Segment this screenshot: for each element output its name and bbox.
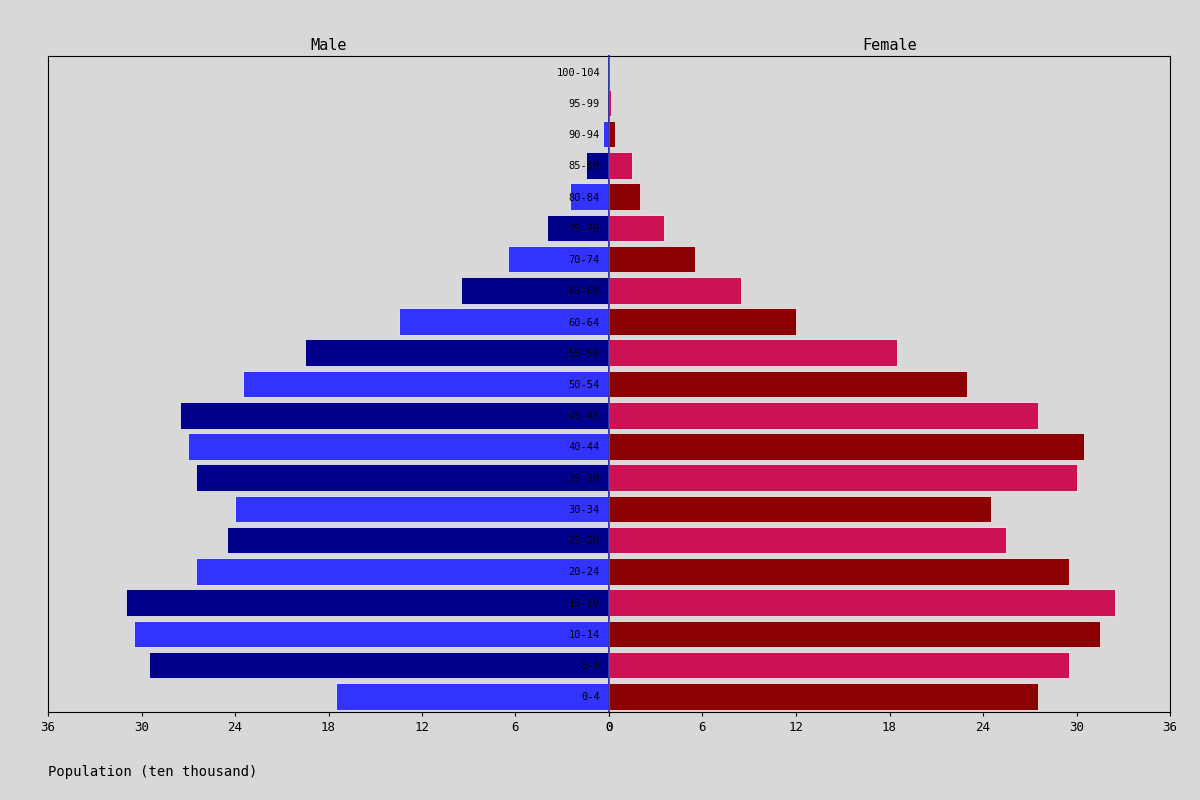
Bar: [607, 90, 608, 116]
Bar: [398, 308, 608, 335]
Bar: [608, 183, 640, 210]
Bar: [608, 434, 1085, 460]
Bar: [227, 527, 608, 554]
Bar: [586, 152, 608, 178]
Bar: [608, 277, 742, 303]
Bar: [235, 496, 608, 522]
Bar: [608, 308, 796, 335]
Bar: [149, 652, 608, 678]
Title: Male: Male: [311, 38, 347, 54]
Text: Population (ten thousand): Population (ten thousand): [48, 765, 257, 779]
Bar: [608, 652, 1069, 678]
Bar: [547, 214, 608, 241]
Bar: [608, 246, 695, 272]
Bar: [305, 339, 608, 366]
Bar: [608, 152, 632, 178]
Title: Female: Female: [862, 38, 917, 54]
Bar: [461, 277, 608, 303]
Bar: [608, 465, 1076, 491]
Bar: [608, 90, 611, 116]
Bar: [336, 683, 608, 710]
Bar: [608, 590, 1116, 616]
Bar: [196, 558, 608, 585]
Bar: [608, 527, 1007, 554]
Bar: [608, 370, 967, 398]
Bar: [608, 121, 616, 147]
Bar: [608, 558, 1069, 585]
Bar: [570, 183, 608, 210]
Bar: [608, 621, 1100, 647]
Bar: [608, 214, 664, 241]
Bar: [508, 246, 608, 272]
Bar: [608, 402, 1038, 429]
Bar: [126, 590, 608, 616]
Bar: [133, 621, 608, 647]
Bar: [242, 370, 608, 398]
Bar: [602, 121, 608, 147]
Bar: [608, 683, 1038, 710]
Bar: [608, 339, 898, 366]
Bar: [196, 465, 608, 491]
Bar: [188, 434, 608, 460]
Bar: [180, 402, 608, 429]
Bar: [608, 496, 991, 522]
